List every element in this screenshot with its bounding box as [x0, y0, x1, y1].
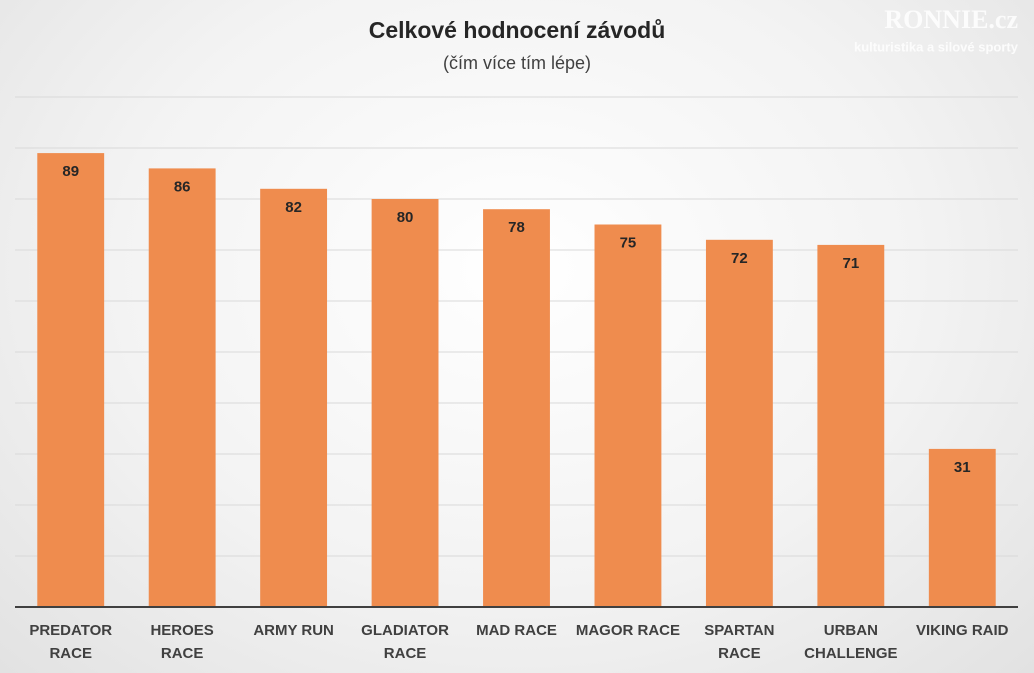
x-tick-label: ARMY RUN: [253, 622, 334, 639]
value-label: 82: [285, 199, 302, 216]
value-label: 86: [174, 178, 191, 195]
bar: [37, 153, 105, 607]
bar: [705, 239, 773, 608]
x-tick-label: SPARTAN RACE: [704, 622, 775, 662]
x-tick-label: URBAN CHALLENGE: [804, 622, 898, 662]
x-tick-label: MAD RACE: [476, 622, 557, 639]
value-label: 72: [731, 250, 748, 267]
value-label: 89: [62, 163, 79, 180]
watermark-tagline: kulturistika a silové sporty: [854, 39, 1019, 54]
value-label: 71: [842, 255, 859, 272]
value-label: 75: [620, 234, 637, 251]
chart-subtitle: (čím více tím lépe): [443, 53, 591, 73]
bar: [148, 168, 216, 607]
bar: [483, 209, 550, 607]
chart-title: Celkové hodnocení závodů: [369, 17, 666, 43]
x-tick-label: HEROES RACE: [150, 622, 214, 662]
bar: [928, 448, 996, 607]
x-tick-label: PREDATOR RACE: [29, 622, 113, 662]
bar: [594, 224, 662, 607]
bar: [817, 244, 885, 607]
value-label: 80: [397, 209, 414, 226]
value-label: 78: [508, 219, 525, 236]
value-label: 31: [954, 459, 971, 476]
watermark-brand: RONNIE.cz: [884, 5, 1018, 34]
x-tick-label: VIKING RAID: [916, 622, 1009, 639]
x-tick-label: MAGOR RACE: [575, 622, 681, 639]
x-tick-label: GLADIATOR RACE: [361, 622, 449, 662]
bar: [371, 199, 439, 607]
bar: [260, 188, 328, 608]
